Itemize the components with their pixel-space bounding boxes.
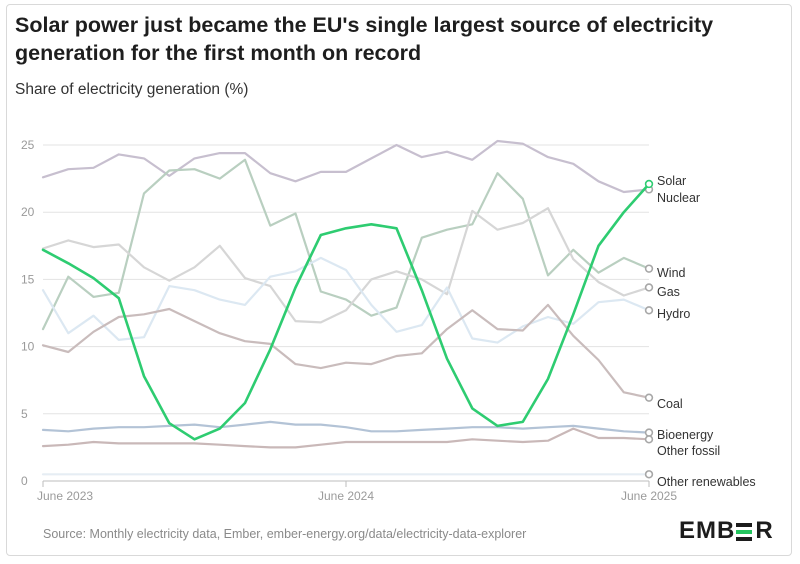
source-note: Source: Monthly electricity data, Ember,… [43, 527, 527, 541]
ember-logo: EMB R [679, 517, 774, 545]
series-label-hydro: Hydro [657, 307, 690, 321]
y-tick-label-15: 15 [21, 272, 35, 286]
series-line-other-fossil [41, 427, 651, 449]
chart-card: Solar power just became the EU's single … [6, 4, 792, 556]
x-tick-label-1: June 2024 [318, 489, 374, 503]
series-line-nuclear [41, 139, 651, 194]
series-label-other-renewables: Other renewables [657, 475, 756, 489]
series-label-wind: Wind [657, 266, 686, 280]
series-line-bioenergy [41, 420, 651, 434]
chart-title-line-1: Solar power just became the EU's single … [15, 13, 714, 37]
series-endpoint-other-fossil [644, 435, 654, 444]
series-endpoint-wind [644, 264, 654, 273]
logo-e-mark-icon [736, 522, 754, 541]
chart-title-line-2: generation for the first month on record [15, 41, 422, 65]
y-tick-label-5: 5 [21, 407, 28, 421]
series-endpoint-hydro [644, 306, 654, 315]
series-line-wind [41, 158, 651, 331]
series-label-other-fossil: Other fossil [657, 444, 720, 458]
series-endpoint-gas [644, 283, 654, 292]
series-label-gas: Gas [657, 285, 680, 299]
x-tick-label-0: June 2023 [37, 489, 93, 503]
series-label-bioenergy: Bioenergy [657, 428, 714, 442]
series-endpoint-coal [644, 393, 654, 402]
series-line-hydro [41, 256, 651, 344]
x-tick-label-2: June 2025 [621, 489, 677, 503]
y-tick-label-0: 0 [21, 474, 28, 488]
series-label-solar: Solar [657, 174, 686, 188]
series-line-solar [41, 182, 651, 441]
series-endpoint-solar [644, 179, 654, 189]
series-line-coal [41, 303, 651, 399]
series-label-nuclear: Nuclear [657, 191, 700, 205]
chart-title: Solar power just became the EU's single … [15, 11, 775, 67]
logo-text-right: R [755, 517, 774, 544]
series-endpoint-other-renewables [644, 470, 654, 479]
y-tick-label-10: 10 [21, 340, 35, 354]
series-endpoint-bioenergy [644, 428, 654, 437]
series-line-gas [41, 207, 651, 324]
series-label-coal: Coal [657, 397, 683, 411]
y-tick-label-25: 25 [21, 138, 35, 152]
line-chart: 0 5 10 15 20 25 June 2023 June 2024 June 2025 Nuc… [21, 138, 756, 503]
y-tick-label-20: 20 [21, 205, 35, 219]
chart-subtitle: Share of electricity generation (%) [15, 81, 249, 98]
logo-text-left: EMB [679, 517, 736, 544]
